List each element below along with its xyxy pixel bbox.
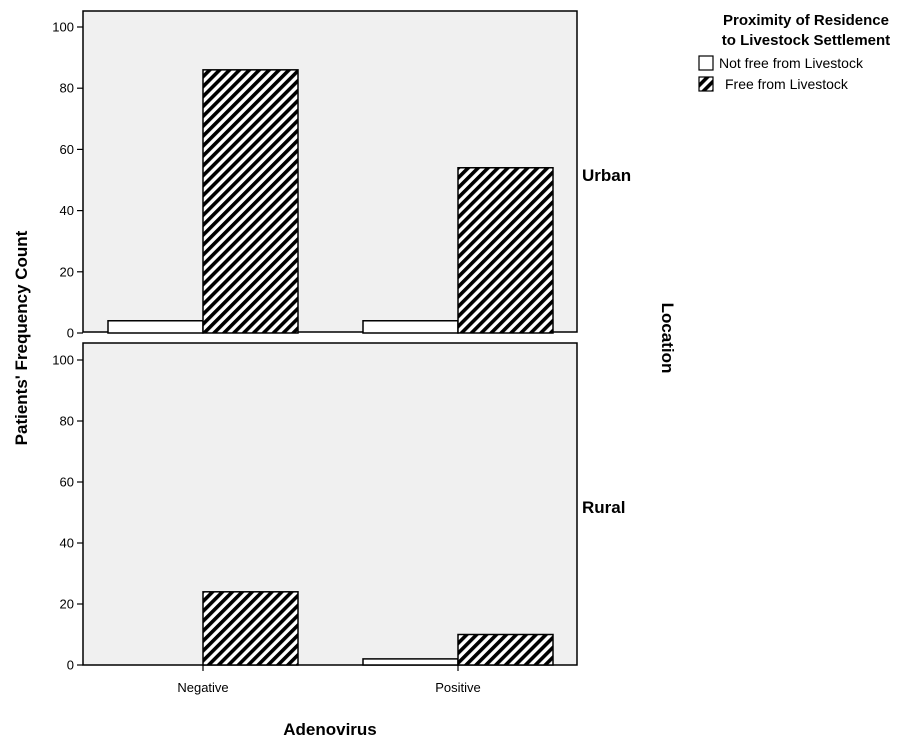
legend-swatch-not-free	[698, 55, 714, 71]
panel-urban-y-axis: 0 20 40 60 80 100	[52, 20, 83, 341]
bar-urban-not-free-positive	[362, 320, 459, 334]
legend-label-not-free: Not free from Livestock	[719, 55, 864, 71]
panel-rural-bars	[202, 591, 554, 666]
x-axis: Negative Positive	[177, 665, 481, 695]
y-tick-label-urban-5: 100	[52, 20, 74, 35]
bar-urban-free-negative	[202, 69, 299, 334]
panel-urban-bars	[107, 69, 554, 334]
y-tick-label-rural-0: 0	[67, 658, 74, 673]
legend: Proximity of Residence to Livestock Sett…	[698, 12, 890, 92]
bar-rural-not-free-positive	[362, 658, 459, 666]
y-tick-label-rural-3: 60	[60, 475, 74, 490]
y-tick-label-urban-1: 20	[60, 264, 74, 279]
bar-rural-free-positive	[457, 633, 554, 666]
facet-title-location: Location	[658, 303, 677, 374]
panel-rural-background	[82, 342, 578, 666]
panel-label-urban: Urban	[582, 166, 631, 185]
y-tick-label-urban-2: 40	[60, 203, 74, 218]
y-tick-label-rural-5: 100	[52, 353, 74, 368]
x-axis-title: Adenovirus	[283, 720, 377, 739]
y-tick-label-rural-1: 20	[60, 597, 74, 612]
x-tick-label-negative: Negative	[177, 680, 228, 695]
legend-title-line1: Proximity of Residence	[723, 12, 889, 29]
y-tick-label-urban-4: 80	[60, 81, 74, 96]
y-axis-title: Patients' Frequency Count	[12, 230, 31, 445]
panel-label-rural: Rural	[582, 498, 625, 517]
y-tick-label-rural-4: 80	[60, 414, 74, 429]
bar-rural-free-negative	[202, 591, 299, 666]
bar-urban-free-positive	[457, 167, 554, 334]
legend-label-free: Free from Livestock	[725, 76, 849, 92]
legend-swatch-free	[698, 76, 714, 92]
y-tick-label-urban-3: 60	[60, 142, 74, 157]
panel-rural-y-axis: 0 20 40 60 80 100	[52, 353, 83, 673]
y-tick-label-urban-0: 0	[67, 326, 74, 341]
y-tick-label-rural-2: 40	[60, 536, 74, 551]
legend-title-line2: to Livestock Settlement	[722, 32, 890, 49]
x-tick-label-positive: Positive	[435, 680, 481, 695]
bar-urban-not-free-negative	[107, 320, 204, 334]
